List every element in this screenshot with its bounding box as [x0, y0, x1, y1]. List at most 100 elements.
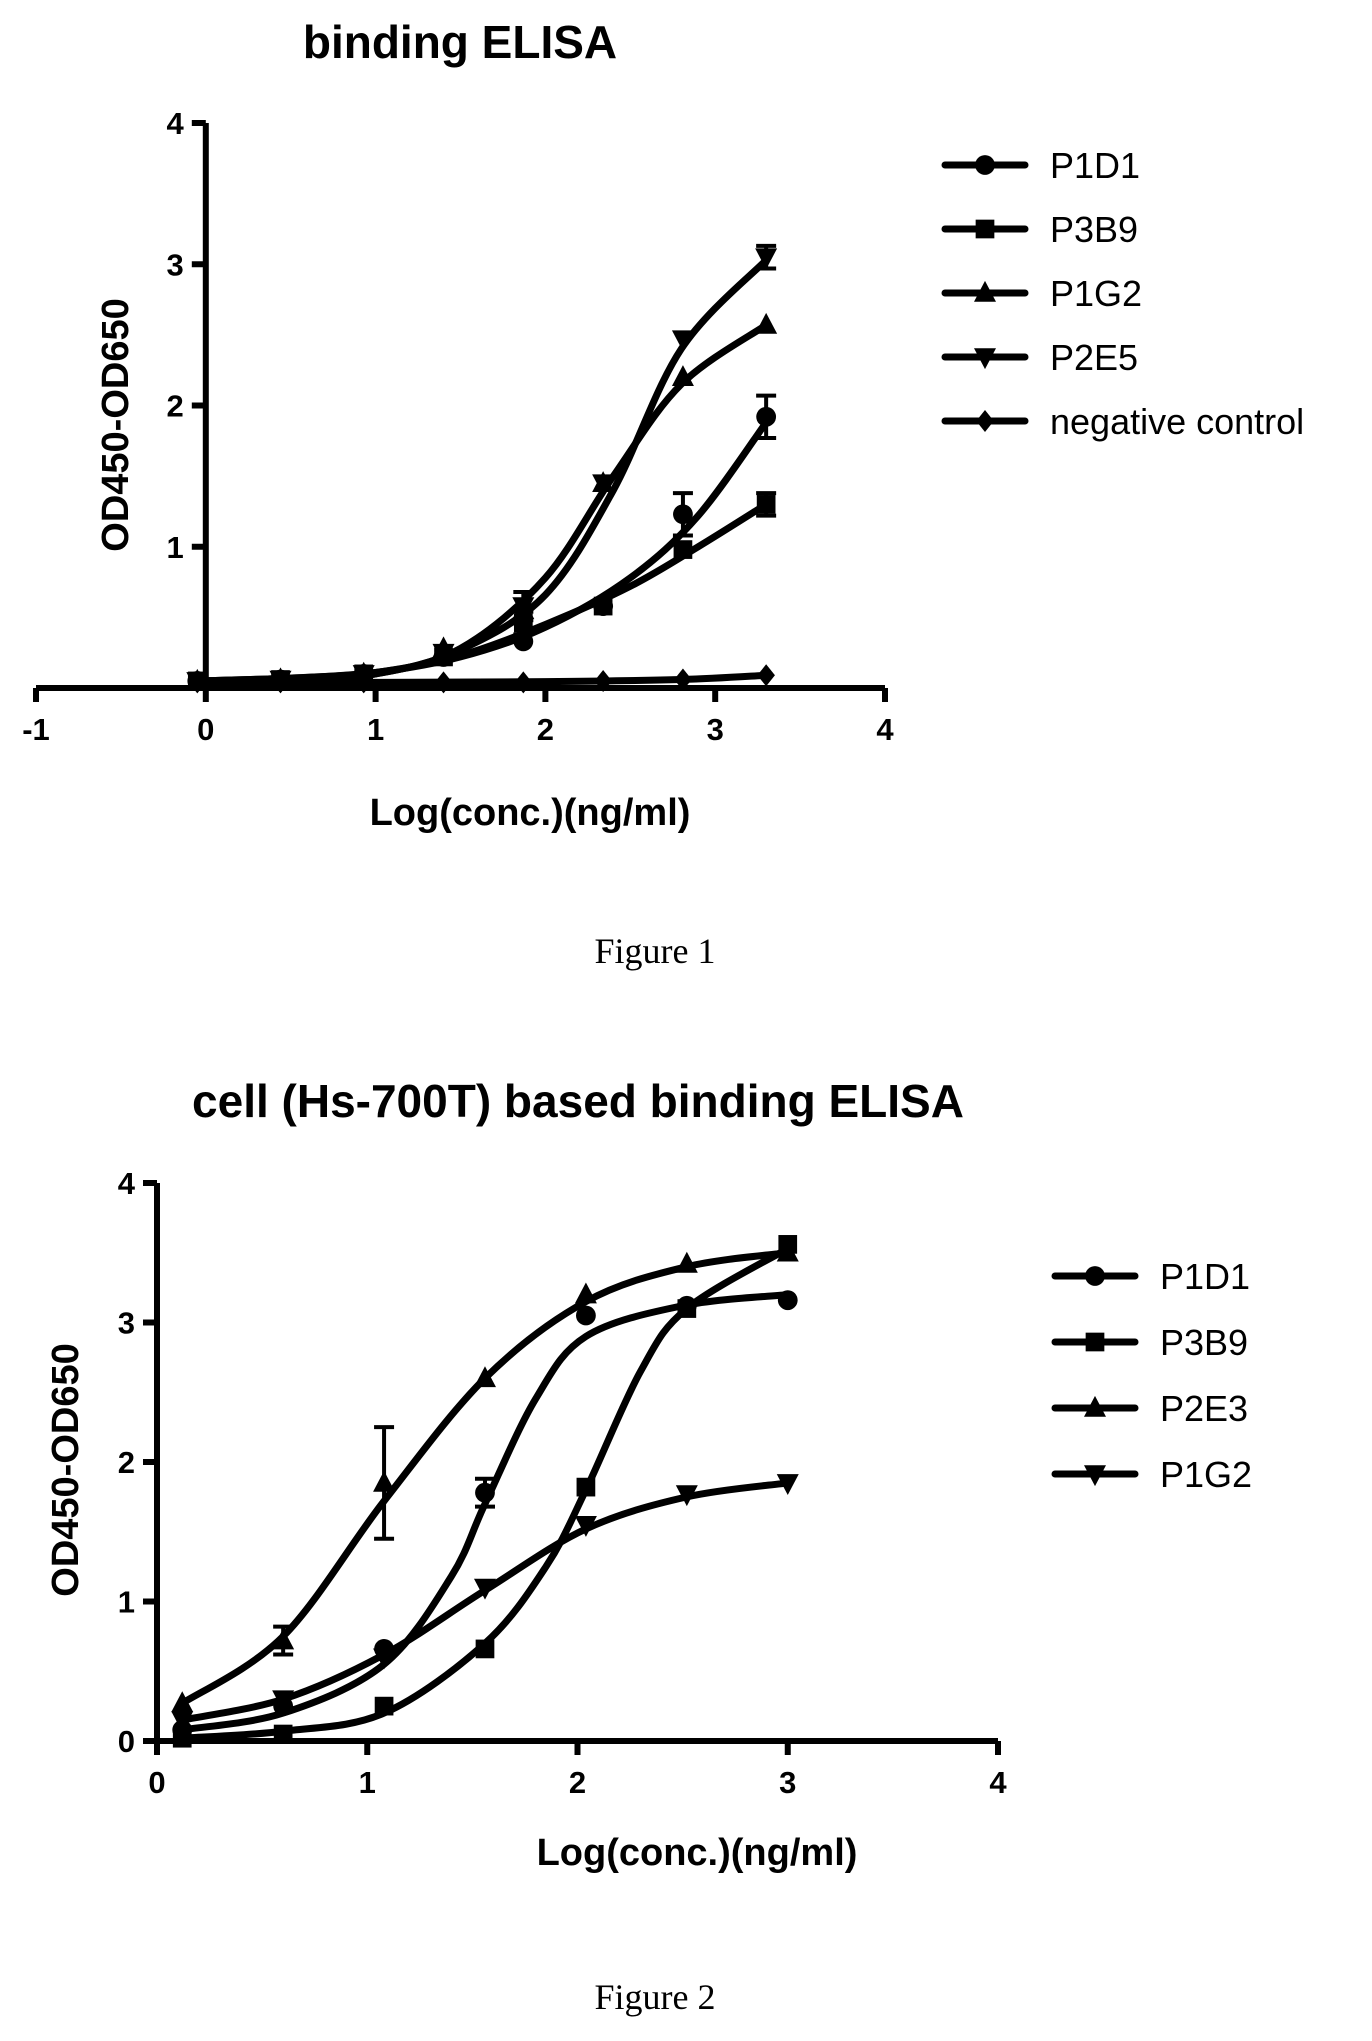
- data-point: [594, 669, 612, 692]
- series-p1g2: [171, 1474, 799, 1733]
- data-point: [514, 671, 533, 694]
- y-tick-label: 2: [167, 389, 184, 424]
- x-tick-label: 1: [359, 1765, 376, 1800]
- legend-marker: [1084, 1395, 1106, 1417]
- series-line: [178, 1479, 792, 1724]
- data-point: [172, 1728, 192, 1748]
- chart-title: cell (Hs-700T) based binding ELISA: [192, 1075, 964, 1127]
- legend-entry: P2E5: [941, 337, 1138, 378]
- data-point: [171, 1691, 194, 1713]
- x-tick-label: 1: [367, 712, 384, 747]
- series-p1g2: [186, 312, 778, 690]
- legend-label: P1D1: [1050, 145, 1140, 186]
- y-tick-label: 0: [118, 1724, 135, 1759]
- x-tick-label: 3: [707, 712, 724, 747]
- y-tick-label: 1: [167, 530, 184, 565]
- data-point: [574, 1515, 597, 1537]
- x-tick-label: 2: [537, 712, 554, 747]
- legend-entry: P2E3: [1051, 1388, 1248, 1429]
- legend-marker: [974, 280, 996, 302]
- legend-label: P2E5: [1050, 337, 1138, 378]
- x-tick-label: 0: [197, 712, 214, 747]
- y-tick-label: 4: [118, 1166, 136, 1201]
- legend-marker: [975, 155, 995, 175]
- x-tick-label: 3: [779, 1765, 796, 1800]
- series-p3b9: [172, 1235, 798, 1748]
- data-point: [574, 1282, 597, 1304]
- data-point: [674, 668, 692, 691]
- plot-area: -1 0 1 2 3 4 1 2 3 4: [22, 106, 894, 747]
- chart-figure-1: binding ELISA -1 0 1 2 3 4 1 2 3 4 Log(conc.)(ng/…: [22, 16, 1304, 971]
- x-tick-label: -1: [22, 712, 50, 747]
- legend-entry: P1G2: [941, 273, 1142, 314]
- series-line: [193, 256, 770, 685]
- x-axis-label: Log(conc.)(ng/ml): [370, 792, 691, 834]
- data-point: [593, 596, 613, 616]
- figure-caption: Figure 2: [595, 1977, 716, 2017]
- figure-caption: Figure 1: [595, 931, 716, 971]
- plot-area: 0 1 2 3 4 0 1 2 3 4: [118, 1166, 1008, 1800]
- series-p1d1: [172, 1290, 798, 1740]
- data-point: [755, 248, 778, 270]
- y-tick-label: 3: [118, 1306, 135, 1341]
- y-tick-label: 1: [118, 1585, 135, 1620]
- legend: P1D1 P3B9 P2E3 P1G2: [1051, 1256, 1252, 1495]
- data-point: [374, 1696, 394, 1716]
- data-point: [473, 1366, 496, 1388]
- legend: P1D1 P3B9 P1G2 P2E5 negative control: [941, 145, 1304, 442]
- legend-label: P3B9: [1160, 1322, 1248, 1363]
- x-tick-label: 4: [989, 1765, 1007, 1800]
- data-point: [373, 1470, 396, 1492]
- legend-label: P3B9: [1050, 209, 1138, 250]
- legend-entry: P3B9: [1051, 1322, 1248, 1363]
- legend-label: P1G2: [1050, 273, 1142, 314]
- data-point: [272, 1628, 295, 1650]
- legend-label: negative control: [1050, 401, 1304, 442]
- data-point: [432, 643, 455, 665]
- data-point: [776, 1240, 799, 1262]
- data-point: [475, 1482, 495, 1503]
- data-point: [373, 1648, 396, 1670]
- chart-figure-2: cell (Hs-700T) based binding ELISA 0 1 2 3 4…: [45, 1075, 1252, 2017]
- data-point: [776, 1474, 799, 1496]
- data-point: [757, 664, 775, 687]
- data-point: [354, 671, 373, 694]
- data-point: [673, 540, 693, 559]
- legend-marker: [1084, 1465, 1106, 1487]
- legend-entry: P3B9: [941, 209, 1138, 250]
- legend-marker: [976, 410, 994, 432]
- legend-entry: negative control: [941, 401, 1304, 442]
- data-point: [272, 1690, 295, 1712]
- data-point: [434, 671, 453, 694]
- data-point: [671, 365, 694, 387]
- legend-label: P1G2: [1160, 1454, 1252, 1495]
- y-axis-label: OD450-OD650: [45, 1343, 87, 1596]
- data-point: [756, 495, 776, 514]
- data-point: [673, 504, 693, 525]
- data-point: [592, 474, 615, 496]
- y-tick-label: 4: [167, 106, 185, 141]
- legend-entry: P1G2: [1051, 1454, 1252, 1495]
- legend-entry: P1D1: [941, 145, 1140, 186]
- x-tick-label: 0: [148, 1765, 165, 1800]
- legend-label: P1D1: [1160, 1256, 1250, 1297]
- series-p2e3: [171, 1240, 799, 1713]
- y-axis-label: OD450-OD650: [95, 298, 137, 551]
- legend-entry: P1D1: [1051, 1256, 1250, 1297]
- data-point: [473, 1578, 496, 1600]
- data-point: [271, 671, 290, 694]
- data-point: [675, 1485, 698, 1507]
- x-tick-label: 4: [876, 712, 894, 747]
- data-point: [671, 330, 694, 352]
- x-tick-label: 2: [569, 1765, 586, 1800]
- x-axis-label: Log(conc.)(ng/ml): [537, 1832, 858, 1874]
- data-point: [756, 406, 777, 427]
- data-point: [512, 597, 535, 619]
- data-point: [677, 1299, 697, 1318]
- data-point: [576, 1477, 596, 1497]
- y-tick-label: 2: [118, 1445, 135, 1480]
- data-point: [171, 1711, 194, 1733]
- series-line: [178, 1291, 792, 1734]
- legend-label: P2E3: [1160, 1388, 1248, 1429]
- series-p2e5: [186, 243, 778, 694]
